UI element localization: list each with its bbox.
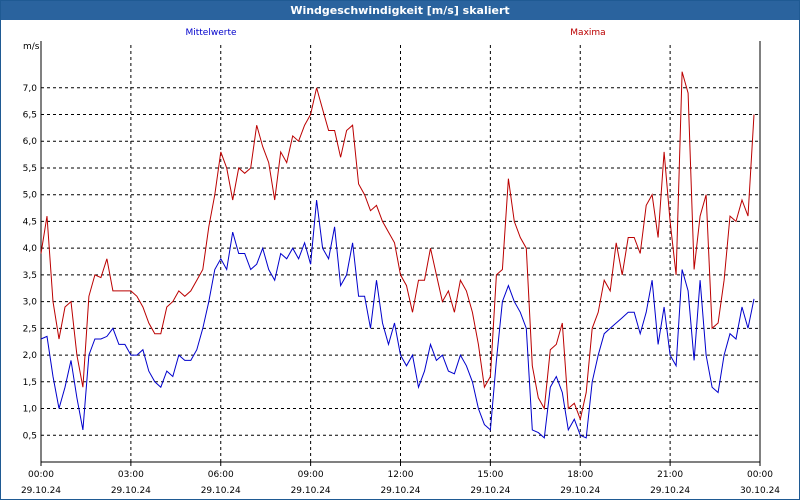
series-line-mittelwerte	[40, 199, 755, 439]
y-tick-label: 5,5	[23, 164, 37, 174]
y-tick-label: 4,0	[23, 244, 38, 254]
x-tick-date: 29.10.24	[380, 486, 420, 496]
y-tick-label: 6,5	[23, 111, 37, 121]
x-tick-time: 00:00	[747, 470, 773, 480]
y-tick-label: 1,0	[23, 405, 38, 415]
y-tick-labels: 0,5 1,0 1,5 2,0 2,5 3,0 3,5 4,0 4,5 5,0 5,5 6,0 6,5 7…	[23, 84, 38, 441]
legend-mittelwerte: Mittelwerte	[185, 28, 236, 38]
x-tick-time: 00:00	[28, 470, 54, 480]
x-tick-time: 21:00	[657, 470, 683, 480]
axes	[40, 41, 761, 466]
y-tick-label: 0,5	[23, 431, 37, 441]
x-tick-date: 29.10.24	[201, 486, 241, 496]
y-tick-label: 3,5	[23, 271, 37, 281]
x-tick-time: 15:00	[477, 470, 503, 480]
chart-title: Windgeschwindigkeit [m/s] skaliert	[1, 1, 799, 20]
x-tick-date: 29.10.24	[21, 486, 61, 496]
series-lines	[40, 71, 755, 439]
x-tick-time: 03:00	[118, 470, 144, 480]
x-tick-time: 06:00	[208, 470, 234, 480]
x-tick-date: 30.10.24	[740, 486, 780, 496]
series-line-maxima	[40, 71, 755, 421]
x-tick-time: 12:00	[388, 470, 414, 480]
y-tick-label: 2,0	[23, 351, 38, 361]
y-tick-label: 7,0	[23, 84, 38, 94]
x-tick-date: 29.10.24	[470, 486, 510, 496]
y-tick-label: 3,0	[23, 298, 38, 308]
x-tick-date: 29.10.24	[650, 486, 690, 496]
legend-maxima: Maxima	[570, 28, 605, 38]
y-tick-label: 1,5	[23, 378, 37, 388]
y-tick-label: 6,0	[23, 137, 38, 147]
grid-lines	[41, 45, 760, 462]
x-tick-date: 29.10.24	[560, 486, 600, 496]
x-tick-time: 18:00	[567, 470, 593, 480]
x-tick-date: 29.10.24	[111, 486, 151, 496]
y-tick-label: 4,5	[23, 217, 37, 227]
y-tick-label: 2,5	[23, 324, 37, 334]
x-tick-date: 29.10.24	[291, 486, 331, 496]
y-tick-label: 5,0	[23, 191, 38, 201]
y-axis-label: m/s	[23, 42, 40, 52]
x-tick-time: 09:00	[298, 470, 324, 480]
x-tick-labels: 00:00 29.10.24 03:00 29.10.24 06:00 29.10.24 0…	[21, 470, 780, 496]
